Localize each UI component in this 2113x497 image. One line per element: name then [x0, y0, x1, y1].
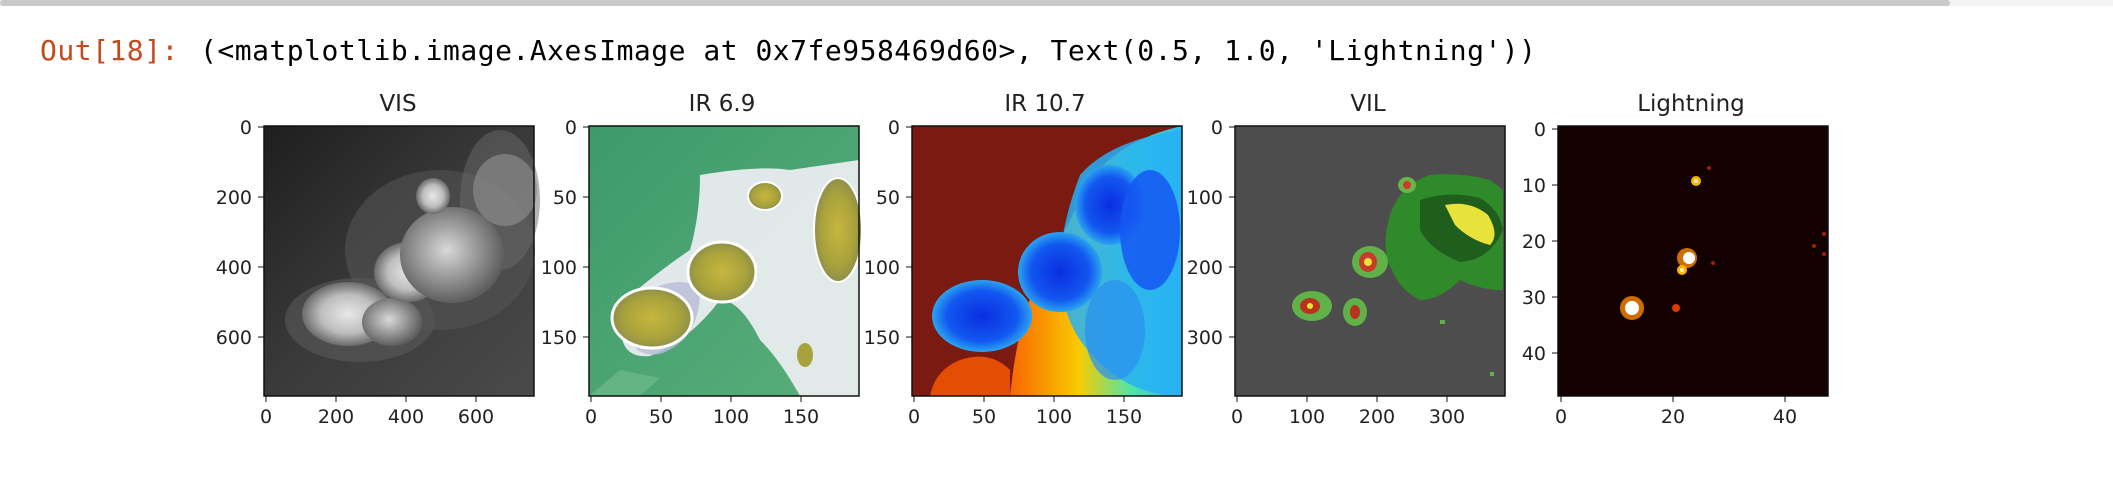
panel-title: VIS: [379, 91, 416, 117]
y-tick-label: 0: [240, 117, 252, 139]
x-tick-label: 300: [1429, 406, 1465, 428]
ir69-image: [589, 126, 863, 396]
x-tick-label: 600: [458, 406, 494, 428]
vil-y-ticks: 0 100 200 300: [1187, 117, 1235, 349]
y-tick-label: 200: [1187, 257, 1223, 279]
x-tick-label: 50: [649, 406, 673, 428]
vis-image: [264, 126, 540, 396]
ir107-y-ticks: 0 50 100 150: [864, 117, 912, 349]
x-tick-label: 200: [318, 406, 354, 428]
panel-title: IR 6.9: [689, 91, 756, 117]
lightning-y-ticks: 0 10 20 30 40: [1522, 119, 1558, 365]
y-tick-label: 100: [541, 257, 577, 279]
y-tick-label: 100: [864, 257, 900, 279]
output-cell: Out[18]: (<matplotlib.image.AxesImage at…: [0, 12, 2113, 497]
y-tick-label: 50: [553, 187, 577, 209]
y-tick-label: 600: [216, 327, 252, 349]
y-tick-label: 200: [216, 187, 252, 209]
x-tick-label: 50: [972, 406, 996, 428]
x-tick-label: 0: [260, 406, 272, 428]
vis-y-ticks: 0 200 400 600: [216, 117, 264, 349]
x-tick-label: 200: [1359, 406, 1395, 428]
y-tick-label: 0: [1534, 119, 1546, 141]
x-tick-label: 100: [1036, 406, 1072, 428]
panel-vis: VIS 0 200 400 600: [216, 91, 540, 428]
x-tick-label: 20: [1661, 406, 1685, 428]
y-tick-label: 400: [216, 257, 252, 279]
y-tick-label: 50: [876, 187, 900, 209]
y-tick-label: 0: [888, 117, 900, 139]
vil-image: [1235, 126, 1505, 396]
x-tick-label: 100: [713, 406, 749, 428]
vis-x-ticks: 0 200 400 600: [260, 396, 494, 428]
x-tick-label: 40: [1773, 406, 1797, 428]
y-tick-label: 100: [1187, 187, 1223, 209]
y-tick-label: 40: [1522, 343, 1546, 365]
output-prompt: Out[18]:: [40, 34, 179, 67]
x-tick-label: 400: [388, 406, 424, 428]
panel-lightning: Lightning 0 10 20: [1522, 91, 1829, 428]
x-tick-label: 0: [1231, 406, 1243, 428]
y-tick-label: 10: [1522, 175, 1546, 197]
ir69-x-ticks: 0 50 100 150: [585, 396, 819, 428]
lightning-x-ticks: 0 20 40: [1555, 396, 1797, 428]
y-tick-label: 150: [541, 327, 577, 349]
y-tick-label: 30: [1522, 287, 1546, 309]
x-tick-label: 100: [1289, 406, 1325, 428]
top-scrollbar[interactable]: [0, 0, 2113, 16]
vil-x-ticks: 0 100 200 300: [1231, 396, 1465, 428]
scrollbar-thumb[interactable]: [0, 0, 1950, 6]
lightning-image: [1558, 126, 1828, 396]
output-repr-text: (<matplotlib.image.AxesImage at 0x7fe958…: [200, 34, 1537, 67]
y-tick-label: 300: [1187, 327, 1223, 349]
y-tick-label: 0: [565, 117, 577, 139]
y-tick-label: 20: [1522, 231, 1546, 253]
x-tick-label: 0: [585, 406, 597, 428]
x-tick-label: 0: [908, 406, 920, 428]
x-tick-label: 150: [1106, 406, 1142, 428]
x-tick-label: 0: [1555, 406, 1567, 428]
panel-vil: VIL 0 100 200 30: [1187, 91, 1506, 428]
y-tick-label: 150: [864, 327, 900, 349]
y-tick-label: 0: [1211, 117, 1223, 139]
x-tick-label: 150: [783, 406, 819, 428]
ir107-image: [912, 126, 1182, 396]
panel-title: Lightning: [1637, 91, 1745, 117]
panel-ir107: IR 10.7 0 50 100 150: [864, 91, 1183, 428]
ir107-x-ticks: 0 50 100 150: [908, 396, 1142, 428]
panel-ir69: IR 6.9 0 50 100 150 0: [541, 91, 863, 428]
ir69-y-ticks: 0 50 100 150: [541, 117, 589, 349]
panel-title: VIL: [1350, 91, 1386, 117]
panel-title: IR 10.7: [1004, 91, 1085, 117]
